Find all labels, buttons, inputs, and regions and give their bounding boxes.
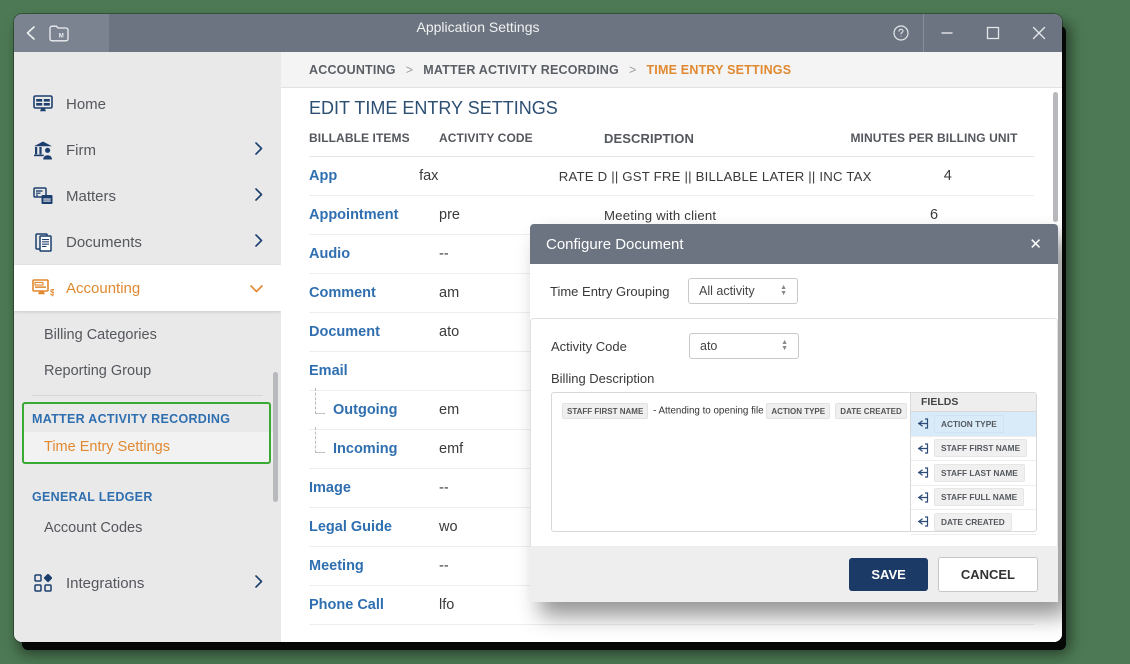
svg-text:$: $	[50, 287, 54, 297]
